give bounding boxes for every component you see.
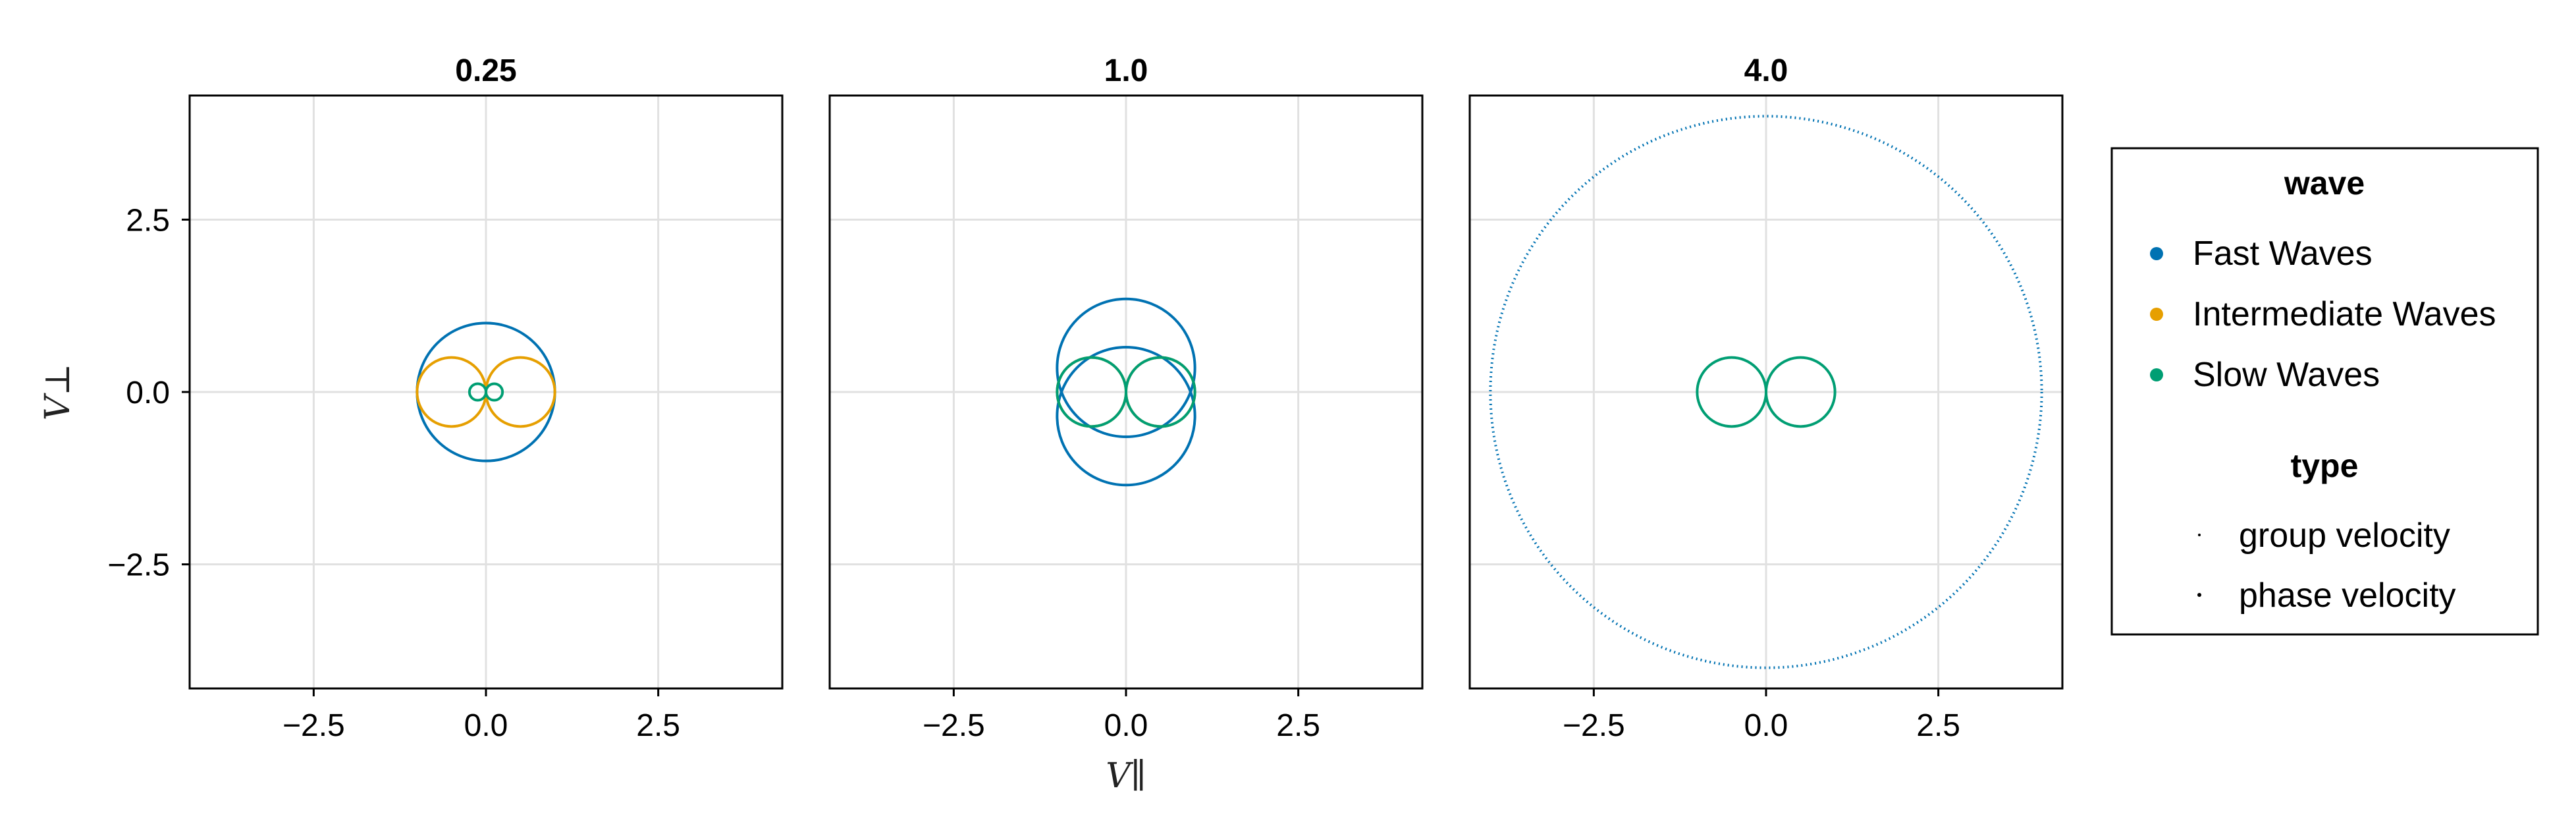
legend-label-group: group velocity	[2239, 517, 2450, 555]
y-tick-label: 0.0	[126, 376, 170, 410]
curve-slow-waves	[1765, 356, 1837, 428]
x-tick-label: 2.5	[1276, 708, 1320, 743]
series-group	[416, 321, 556, 462]
panel-1: 0.25 −2.5 0.0 2.5 −2.5 0.0 2.5	[107, 53, 784, 743]
legend-label-slow: Slow Waves	[2193, 356, 2380, 394]
legend-marker-slow	[2150, 368, 2163, 381]
legend: wave Fast Waves Intermediate Waves Slow …	[2110, 147, 2539, 636]
series-group	[1056, 297, 1196, 487]
legend-marker-fast	[2150, 247, 2163, 260]
x-axis-label: V∥	[1106, 756, 1146, 796]
legend-title-type: type	[2291, 447, 2359, 484]
legend-box	[2110, 147, 2539, 636]
y-axis-label: V⊥	[38, 364, 78, 420]
y-tick-label: 2.5	[126, 203, 170, 238]
x-tick-label: 0.0	[464, 708, 508, 743]
y-tick-label: −2.5	[107, 548, 170, 583]
x-tick-label: 0.0	[1744, 708, 1788, 743]
legend-marker-phase	[2197, 593, 2201, 597]
curve-slow-waves	[1125, 356, 1196, 428]
panel-3: 4.0 −2.5 0.0 2.5	[1468, 53, 2064, 743]
legend-label-phase: phase velocity	[2239, 576, 2456, 615]
panel-2: 1.0 −2.5 0.0 2.5	[828, 53, 1424, 743]
legend-title-wave: wave	[2284, 165, 2365, 202]
plot-panels: 0.25−2.5 0.0 2.5−2.50.02.51.0−2.5 0.0 2.54.0…	[107, 53, 2064, 743]
x-tick-label: 2.5	[636, 708, 680, 743]
panel-title: 0.25	[455, 53, 516, 88]
series-group	[1489, 115, 2043, 669]
legend-marker-group	[2198, 534, 2201, 536]
legend-label-fast: Fast Waves	[2193, 235, 2373, 273]
panel-title: 1.0	[1104, 53, 1148, 88]
panel-title: 4.0	[1744, 53, 1788, 88]
curve-fast-waves	[1056, 297, 1196, 439]
x-tick-label: −2.5	[1563, 708, 1625, 743]
legend-label-intermediate: Intermediate Waves	[2193, 295, 2496, 333]
legend-marker-intermediate	[2150, 308, 2163, 321]
x-tick-label: 0.0	[1104, 708, 1148, 743]
curve-fast-waves	[1056, 345, 1196, 487]
x-tick-label: −2.5	[282, 708, 345, 743]
curve-fast-waves	[1489, 115, 2043, 669]
x-tick-label: 2.5	[1916, 708, 1960, 743]
curve-slow-waves	[485, 382, 504, 402]
x-tick-label: −2.5	[923, 708, 985, 743]
